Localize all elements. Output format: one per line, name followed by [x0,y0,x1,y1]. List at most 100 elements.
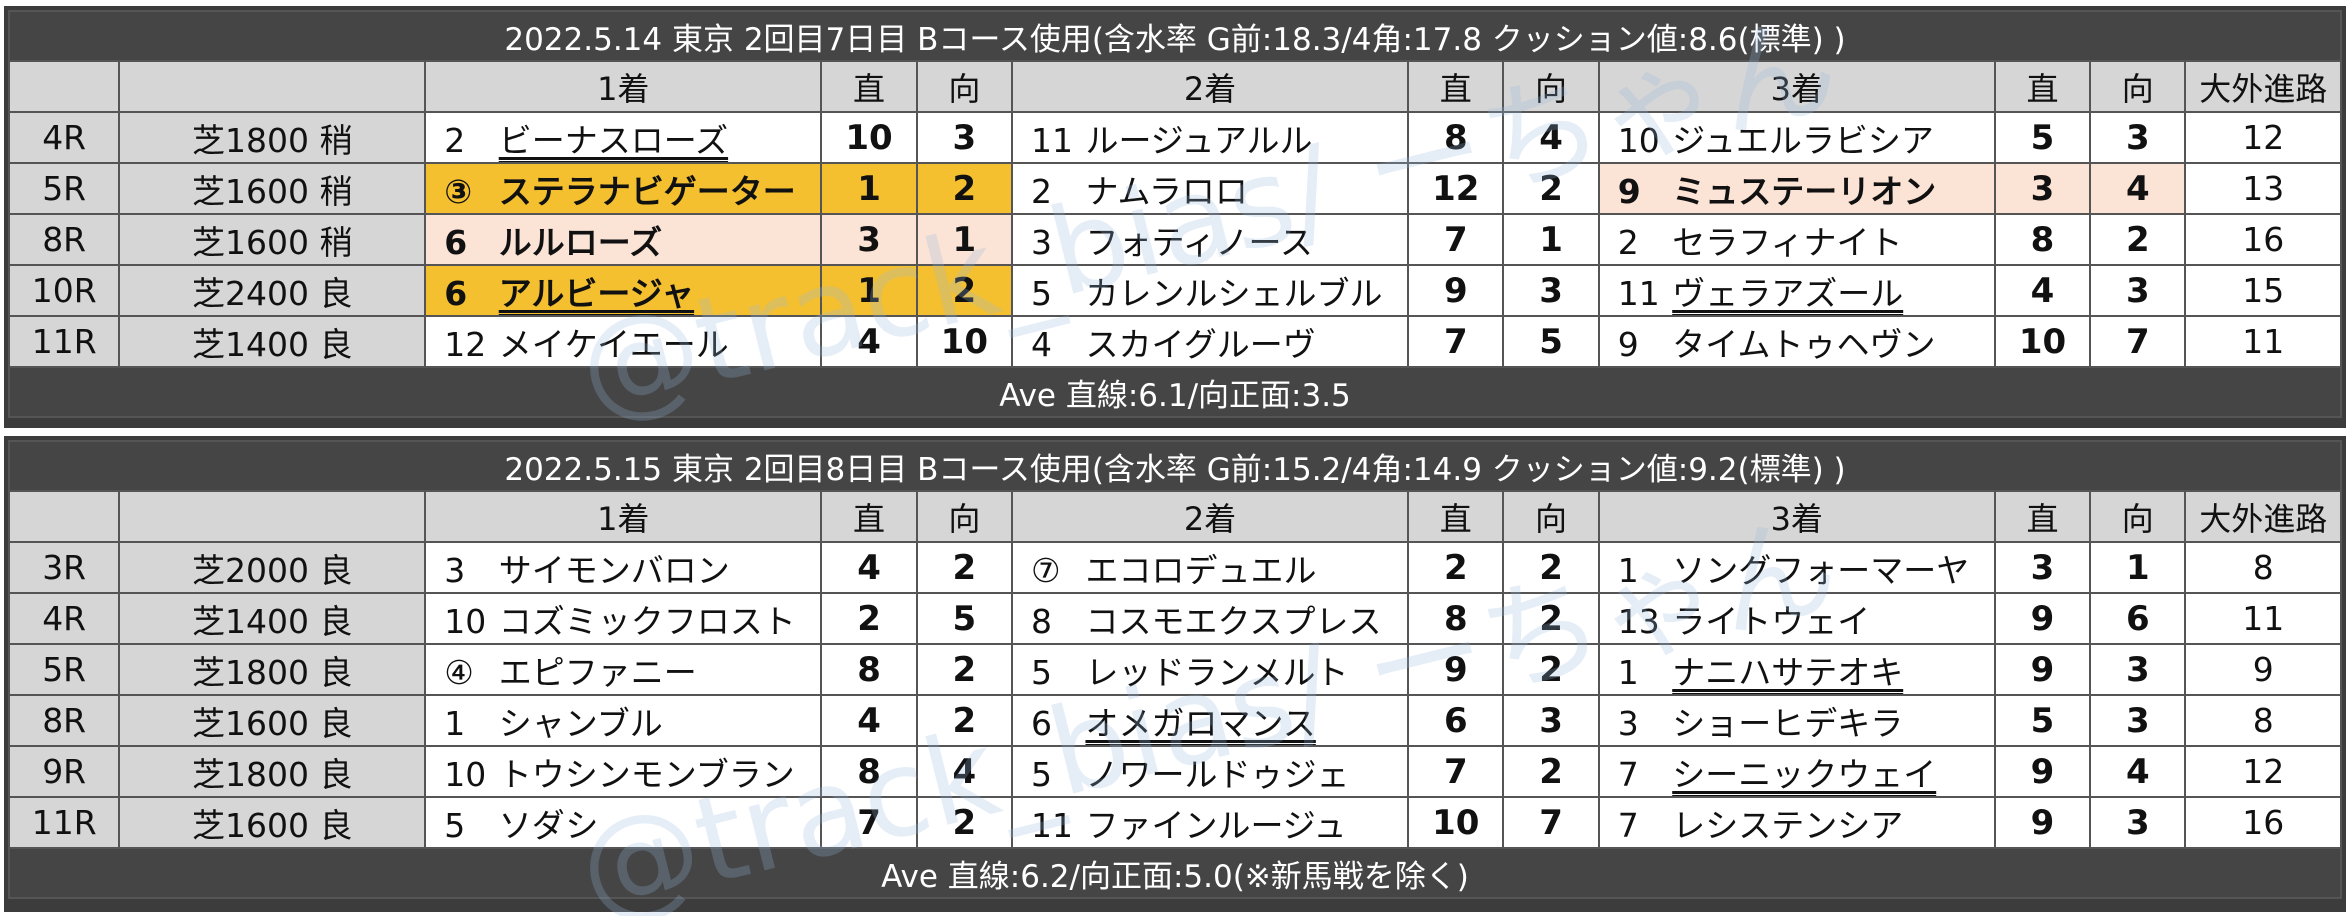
results-table: 2022.5.15 東京 2回目8日目 Bコース使用(含水率 G前:15.2/4… [7,440,2342,899]
course-condition: 芝2000 良 [118,541,427,594]
column-header [7,60,121,113]
course-condition: 芝1600 稍 [118,213,427,266]
horse-name: ヴェラアズール [1672,273,1904,313]
horse-number: 11 [1030,120,1073,160]
place-1-straight: 7 [820,796,918,849]
place-1-backstretch: 2 [915,694,1013,747]
column-header: 直 [820,490,918,543]
column-header: 直 [820,60,918,113]
place-2-horse: 5 ノワールドゥジェ [1010,745,1410,798]
column-header: 1着 [424,490,823,543]
place-3-straight: 9 [1993,592,2092,645]
outside-path: 11 [2184,592,2342,645]
horse-number: 3 [444,550,466,590]
horse-name: メイケイエール [498,324,729,364]
place-3-horse: 1 ナニハサテオキ [1597,643,1996,696]
course-condition: 芝1600 良 [118,796,427,849]
place-2-straight: 7 [1407,315,1505,368]
column-header: 向 [2089,60,2187,113]
horse-number: 9 [1617,171,1641,211]
place-3-horse: 9 ミュステーリオン [1597,162,1996,215]
horse-number: 2 [1030,171,1052,211]
horse-number: 7 [1617,805,1639,845]
outside-path: 11 [2184,315,2342,368]
place-2-horse: 6 オメガロマンス [1010,694,1410,747]
place-1-horse: 12 メイケイエール [424,315,823,368]
horse-name: ファインルージュ [1085,805,1347,845]
place-3-horse: 1 ソングフォーマーヤ [1597,541,1996,594]
place-1-horse: 5 ソダシ [424,796,823,849]
column-header: 大外進路 [2184,60,2342,113]
horse-number: 9 [1617,324,1639,364]
place-3-straight: 3 [1993,162,2092,215]
place-3-horse: 10 ジュエルラビシア [1597,111,1996,164]
place-3-horse: 13 ライトウェイ [1597,592,1996,645]
table-row: 9R 芝1800 良 10 トウシンモンブラン 8 4 5 ノワールドゥジェ 7 2 7 シーニ… [7,745,2342,798]
place-2-horse: 3 フォティノース [1010,213,1410,266]
place-2-backstretch: 2 [1502,592,1600,645]
place-3-backstretch: 1 [2089,541,2187,594]
place-3-backstretch: 3 [2089,694,2187,747]
horse-name: ソングフォーマーヤ [1672,550,1970,590]
race-number: 8R [7,694,121,747]
horse-name: ショーヒデキラ [1672,703,1904,743]
column-header: 直 [1407,490,1505,543]
place-1-straight: 1 [820,264,918,317]
place-1-backstretch: 4 [915,745,1013,798]
horse-number: 6 [444,222,468,262]
column-header [118,490,427,543]
place-2-straight: 9 [1407,264,1505,317]
horse-name: エピファニー [498,652,697,692]
average-summary: Ave 直線:6.2/向正面:5.0(※新馬戦を除く) [8,847,2342,899]
horse-name: カレンルシェルブル [1085,273,1383,313]
column-header: 向 [915,60,1013,113]
horse-number: 13 [1617,601,1660,641]
race-results-block-0514: 2022.5.14 東京 2回目7日目 Bコース使用(含水率 G前:18.3/4… [4,6,2346,428]
horse-name: レッドランメルト [1085,652,1349,692]
column-header: 向 [1502,60,1600,113]
place-1-backstretch: 5 [915,592,1013,645]
place-3-backstretch: 3 [2089,264,2187,317]
table-title-row: 2022.5.15 東京 2回目8日目 Bコース使用(含水率 G前:15.2/4… [8,440,2342,492]
horse-name: コスモエクスプレス [1085,601,1382,641]
table-title: 2022.5.14 東京 2回目7日目 Bコース使用(含水率 G前:18.3/4… [8,10,2342,62]
horse-name: ナニハサテオキ [1672,652,1904,692]
place-3-straight: 8 [1993,213,2092,266]
place-3-straight: 5 [1993,694,2092,747]
place-3-straight: 9 [1993,643,2092,696]
place-2-backstretch: 2 [1502,643,1600,696]
outside-path: 9 [2184,643,2342,696]
header-row: 1着直向 2着直向 3着直向大外進路 [7,60,2342,113]
outside-path: 8 [2184,694,2342,747]
horse-number: ③ [444,171,473,211]
race-number: 3R [7,541,121,594]
place-2-straight: 12 [1407,162,1505,215]
race-number: 5R [7,643,121,696]
race-number: 8R [7,213,121,266]
place-2-horse: 8 コスモエクスプレス [1010,592,1410,645]
place-1-backstretch: 2 [915,162,1013,215]
horse-number: 2 [1617,222,1639,262]
horse-name: サイモンバロン [498,550,730,590]
place-3-straight: 9 [1993,745,2092,798]
horse-number: ⑦ [1030,550,1061,590]
column-header [118,60,427,113]
column-header: 2着 [1010,60,1410,113]
course-condition: 芝1600 良 [118,694,427,747]
horse-number: 11 [1617,273,1660,313]
horse-number: 3 [1617,703,1639,743]
place-2-backstretch: 2 [1502,541,1600,594]
place-1-horse: 10 トウシンモンブラン [424,745,823,798]
course-condition: 芝1800 良 [118,745,427,798]
place-3-backstretch: 3 [2089,643,2187,696]
place-3-straight: 9 [1993,796,2092,849]
column-header: 3着 [1597,490,1996,543]
column-header: 大外進路 [2184,490,2342,543]
table-row: 11R 芝1400 良 12 メイケイエール 4 10 4 スカイグルーヴ 7 5 9 タイムト… [7,315,2342,368]
place-2-backstretch: 3 [1502,264,1600,317]
place-3-horse: 3 ショーヒデキラ [1597,694,1996,747]
column-header: 直 [1993,490,2092,543]
place-2-backstretch: 2 [1502,162,1600,215]
